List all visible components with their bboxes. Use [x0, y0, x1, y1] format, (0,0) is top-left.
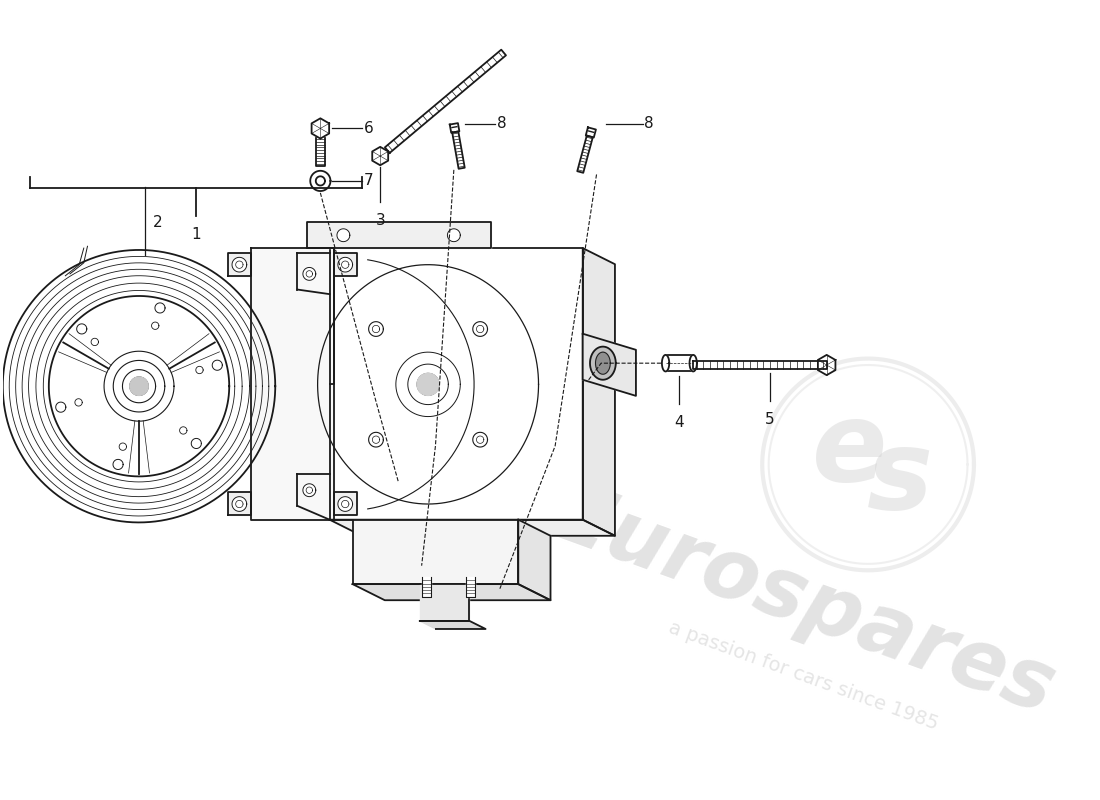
Polygon shape	[595, 352, 610, 374]
Polygon shape	[693, 362, 827, 369]
Text: a passion for cars since 1985: a passion for cars since 1985	[667, 618, 942, 734]
Text: s: s	[867, 425, 934, 532]
Polygon shape	[310, 170, 330, 191]
Polygon shape	[338, 497, 353, 511]
Polygon shape	[48, 296, 229, 477]
Polygon shape	[818, 355, 835, 375]
Text: 1: 1	[191, 227, 201, 242]
Polygon shape	[590, 346, 616, 380]
Polygon shape	[307, 222, 491, 248]
Polygon shape	[518, 520, 550, 600]
Polygon shape	[452, 131, 464, 169]
Polygon shape	[232, 497, 246, 511]
Polygon shape	[473, 432, 487, 447]
Polygon shape	[666, 355, 693, 371]
Polygon shape	[465, 577, 475, 597]
Polygon shape	[417, 374, 439, 395]
Polygon shape	[302, 484, 316, 497]
Polygon shape	[448, 229, 460, 242]
Polygon shape	[229, 492, 251, 515]
Polygon shape	[421, 577, 431, 597]
Polygon shape	[385, 50, 506, 153]
Polygon shape	[251, 248, 334, 520]
Polygon shape	[316, 138, 324, 166]
Polygon shape	[330, 248, 583, 520]
Polygon shape	[583, 248, 615, 536]
Polygon shape	[368, 432, 384, 447]
Polygon shape	[334, 253, 358, 276]
Polygon shape	[583, 334, 636, 396]
Polygon shape	[302, 267, 316, 280]
Polygon shape	[662, 355, 669, 371]
Text: 3: 3	[375, 213, 385, 228]
Polygon shape	[353, 520, 518, 584]
Polygon shape	[368, 322, 384, 336]
Polygon shape	[229, 253, 251, 276]
Text: 2: 2	[153, 215, 163, 230]
Polygon shape	[155, 303, 165, 313]
Polygon shape	[338, 258, 353, 272]
Text: 8: 8	[497, 116, 507, 131]
Polygon shape	[77, 324, 87, 334]
Polygon shape	[232, 258, 246, 272]
Polygon shape	[586, 127, 596, 138]
Polygon shape	[420, 584, 470, 621]
Polygon shape	[191, 438, 201, 449]
Polygon shape	[56, 402, 66, 412]
Text: 6: 6	[364, 121, 373, 136]
Polygon shape	[330, 520, 615, 536]
Text: 8: 8	[645, 116, 654, 131]
Polygon shape	[311, 118, 329, 138]
Polygon shape	[473, 322, 487, 336]
Polygon shape	[130, 377, 148, 395]
Polygon shape	[113, 459, 123, 470]
Text: 7: 7	[364, 174, 373, 189]
Polygon shape	[578, 136, 593, 173]
Text: e: e	[812, 397, 888, 504]
Polygon shape	[353, 584, 550, 600]
Polygon shape	[450, 123, 460, 133]
Polygon shape	[3, 250, 275, 522]
Polygon shape	[337, 229, 350, 242]
Text: 5: 5	[764, 412, 774, 427]
Polygon shape	[372, 147, 388, 166]
Polygon shape	[420, 621, 485, 629]
Polygon shape	[690, 355, 697, 371]
Polygon shape	[212, 360, 222, 370]
Text: 4: 4	[674, 414, 684, 430]
Polygon shape	[334, 492, 358, 515]
Text: Eurospares: Eurospares	[542, 474, 1065, 730]
